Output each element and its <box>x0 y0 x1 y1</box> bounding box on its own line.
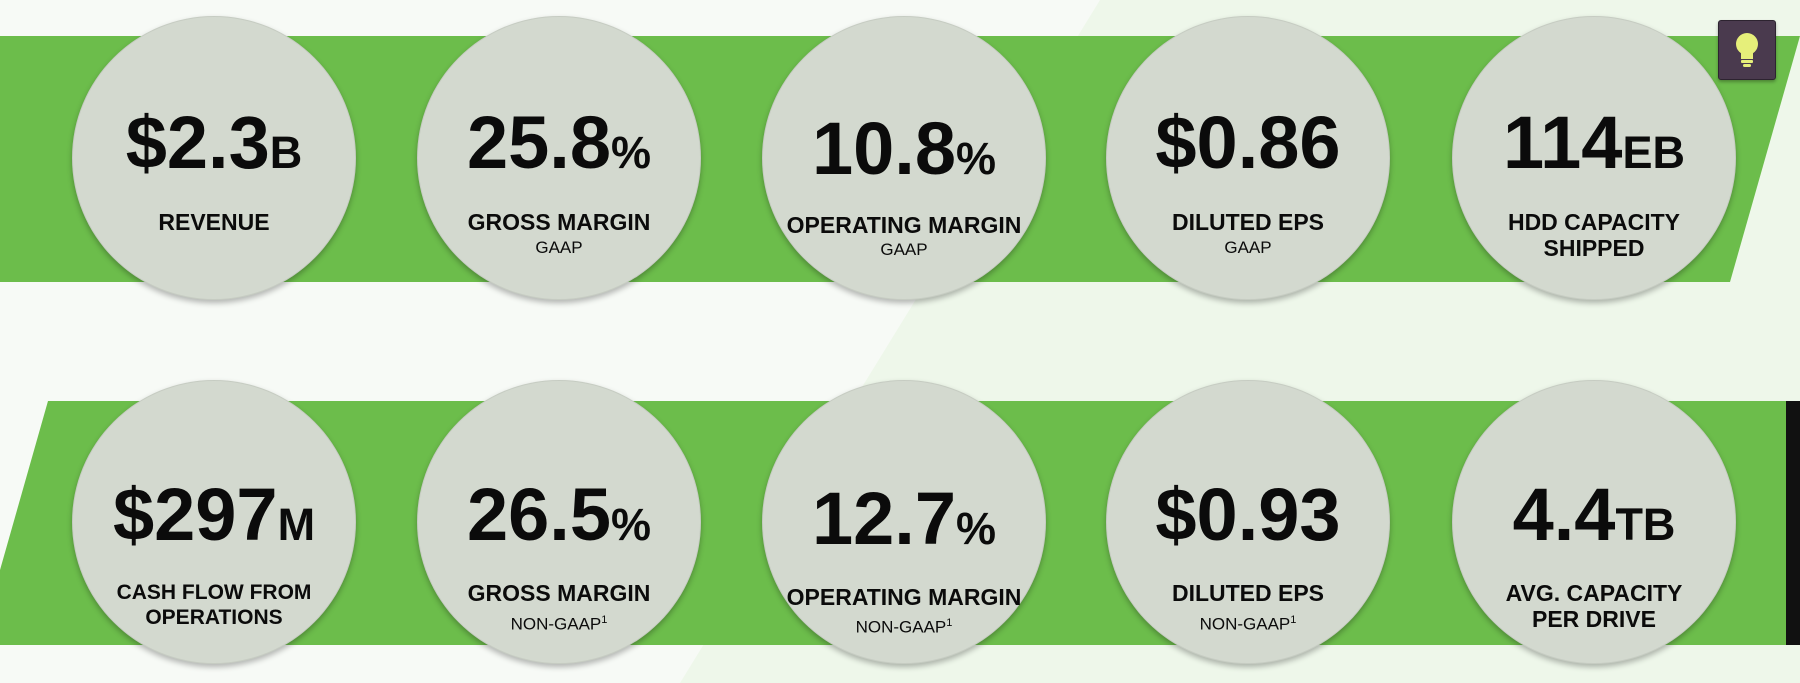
metric-label: DILUTED EPS <box>1171 209 1325 235</box>
metric-label: OPERATING MARGIN <box>786 584 1022 610</box>
metric-value: $297M <box>112 473 316 556</box>
metric-label: REVENUE <box>158 209 270 235</box>
metric-gross-margin-non-gaap: 26.5% GROSS MARGIN NON-GAAP1 <box>417 380 701 664</box>
metric-label: GROSS MARGIN <box>467 209 651 235</box>
metric-basis: GAAP <box>535 238 583 257</box>
metric-value: $0.86 <box>1155 101 1341 184</box>
metric-value: 25.8% <box>466 101 652 184</box>
metric-operating-margin-gaap: 10.8% OPERATING MARGIN GAAP <box>762 16 1046 300</box>
metric-label: CASH FLOW FROM OPERATIONS <box>116 581 312 629</box>
metric-value: 26.5% <box>466 473 652 556</box>
lightbulb-icon <box>1736 33 1758 67</box>
metric-label: DILUTED EPS <box>1171 580 1325 606</box>
metric-value: 114EB <box>1503 101 1685 184</box>
metric-value: 10.8% <box>811 107 997 190</box>
metric-diluted-eps-non-gaap: $0.93 DILUTED EPS NON-GAAP1 <box>1106 380 1390 664</box>
metric-basis: GAAP <box>880 240 928 259</box>
metric-avg-capacity-per-drive: 4.4TB AVG. CAPACITY PER DRIVE <box>1452 380 1736 664</box>
metric-cash-flow-operations: $297M CASH FLOW FROM OPERATIONS <box>72 380 356 664</box>
metric-hdd-capacity-shipped: 114EB HDD CAPACITY SHIPPED <box>1452 16 1736 300</box>
metric-gross-margin-gaap: 25.8% GROSS MARGIN GAAP <box>417 16 701 300</box>
footnote-marker: 1 <box>601 614 608 626</box>
metric-basis: GAAP <box>1224 238 1272 257</box>
metric-diluted-eps-gaap: $0.86 DILUTED EPS GAAP <box>1106 16 1390 300</box>
footnote-marker: 1 <box>1290 614 1297 626</box>
metric-operating-margin-non-gaap: 12.7% OPERATING MARGIN NON-GAAP1 <box>762 380 1046 664</box>
metric-value: $2.3B <box>125 101 303 184</box>
metric-label: GROSS MARGIN <box>467 580 651 606</box>
metric-basis: NON-GAAP1 <box>855 617 953 637</box>
footnote-marker: 1 <box>946 617 953 629</box>
metric-revenue: $2.3B REVENUE <box>72 16 356 300</box>
metric-label: AVG. CAPACITY PER DRIVE <box>1505 580 1683 632</box>
metric-basis: NON-GAAP1 <box>510 614 608 634</box>
edge-marker <box>1786 401 1800 645</box>
metric-basis: NON-GAAP1 <box>1199 614 1297 634</box>
metric-label: OPERATING MARGIN <box>786 212 1022 238</box>
idea-button[interactable] <box>1718 20 1776 80</box>
metric-value: 12.7% <box>811 477 997 560</box>
metric-value: 4.4TB <box>1512 473 1676 556</box>
metric-label: HDD CAPACITY SHIPPED <box>1507 209 1681 261</box>
metric-value: $0.93 <box>1155 473 1341 556</box>
